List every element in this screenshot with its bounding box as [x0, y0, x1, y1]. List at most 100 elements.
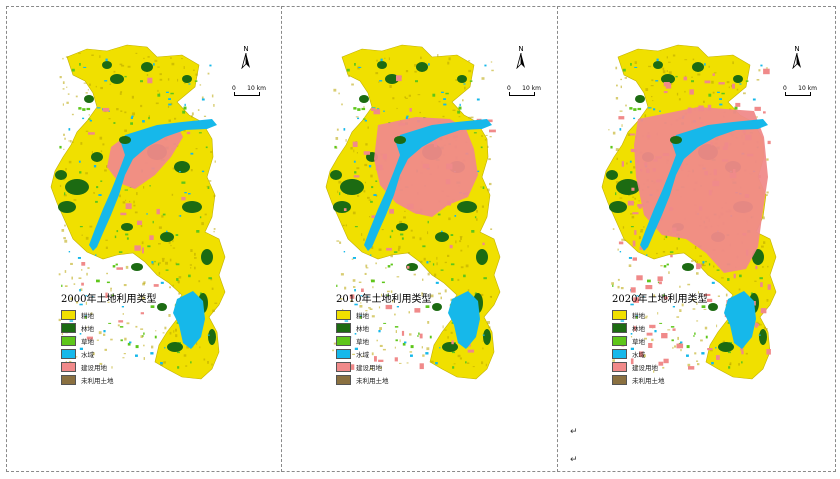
built-up-patch	[422, 163, 430, 169]
built-up-patch	[630, 148, 637, 153]
grassland-patch	[86, 107, 91, 111]
water-patch	[719, 103, 723, 106]
legend: 2020年土地利用类型 耕地 林地 草地 水域 建设用地 未利用土地	[612, 290, 707, 386]
cropland-texture	[703, 100, 705, 103]
built-up-patch	[137, 220, 143, 225]
water-patch	[151, 261, 154, 264]
cropland-texture	[185, 365, 188, 367]
cropland-texture	[340, 298, 343, 300]
water-patch	[179, 171, 181, 173]
cropland-texture	[199, 346, 201, 349]
cropland-texture	[677, 336, 679, 340]
water-patch	[79, 289, 81, 292]
grassland-patch	[346, 68, 350, 72]
cropland-texture	[729, 363, 731, 366]
cropland-texture	[696, 272, 699, 275]
cropland-texture	[490, 228, 493, 230]
cropland-texture	[476, 210, 478, 213]
cropland-texture	[381, 293, 383, 297]
cropland-texture	[100, 150, 103, 153]
built-up-patch	[630, 358, 634, 365]
legend-item-water: 水域	[336, 347, 431, 360]
grassland-patch	[482, 186, 485, 189]
water-patch	[739, 83, 742, 85]
grassland-patch	[64, 192, 66, 196]
grassland-patch	[336, 284, 338, 287]
cropland-texture	[119, 92, 122, 95]
cropland-texture	[197, 109, 200, 111]
grassland-patch	[140, 80, 143, 83]
cropland-texture	[364, 181, 366, 184]
grassland-patch	[95, 200, 98, 203]
grassland-patch	[386, 294, 389, 296]
water-patch	[368, 165, 372, 168]
cropland-texture	[73, 199, 77, 201]
grassland-patch	[120, 339, 123, 342]
cropland-texture	[81, 269, 83, 271]
grassland-patch	[637, 107, 642, 111]
forest-patch	[616, 179, 640, 195]
cropland-texture	[189, 264, 192, 266]
grassland-patch	[622, 68, 626, 72]
cropland-texture	[472, 366, 475, 368]
water-patch	[166, 91, 169, 93]
built-up-patch	[688, 366, 695, 370]
cropland-texture	[337, 190, 339, 194]
grassland-patch	[361, 107, 366, 111]
cropland-texture	[684, 75, 687, 77]
cropland-texture	[708, 65, 710, 68]
legend-item-grassland: 草地	[61, 334, 156, 347]
cropland-texture	[644, 337, 647, 340]
grassland-patch	[630, 226, 634, 228]
cropland-texture	[159, 92, 160, 94]
grassland-patch	[721, 92, 725, 95]
cropland-texture	[360, 302, 362, 304]
legend-label: 水域	[81, 350, 94, 359]
cropland-texture	[676, 316, 680, 318]
cropland-texture	[694, 259, 697, 263]
cropland-texture	[158, 271, 161, 275]
cropland-texture	[699, 255, 702, 257]
cropland-texture	[382, 348, 386, 351]
cropland-texture	[356, 152, 358, 154]
yangtze-river	[89, 119, 217, 251]
water-patch	[92, 296, 94, 298]
forest-patch	[84, 95, 94, 103]
cropland-texture	[634, 197, 636, 200]
grassland-patch	[633, 108, 637, 111]
built-up-patch	[712, 73, 715, 76]
cropland-texture	[106, 165, 109, 168]
cropland-texture	[92, 352, 95, 356]
forest-patch	[396, 223, 408, 231]
forest-patch	[435, 232, 449, 242]
cropland-texture	[121, 64, 125, 67]
cropland-texture	[195, 73, 198, 76]
cropland-texture	[421, 293, 423, 297]
built-up-patch	[375, 164, 383, 171]
built-up-patch	[349, 294, 355, 299]
cropland-texture	[666, 70, 668, 72]
grassland-patch	[745, 80, 749, 82]
cropland-texture	[212, 309, 215, 312]
cropland-texture	[396, 276, 400, 278]
water-patch	[357, 117, 360, 120]
cropland-texture	[663, 238, 665, 240]
cropland-texture	[651, 79, 654, 82]
grassland-patch	[705, 260, 707, 263]
cropland-texture	[427, 231, 429, 235]
grassland-patch	[183, 106, 187, 110]
cropland-texture	[444, 289, 447, 293]
cropland-texture	[138, 296, 141, 299]
north-arrow-icon: N	[510, 45, 532, 71]
grassland-patch	[96, 279, 100, 283]
cropland-texture	[371, 315, 375, 318]
cropland-texture	[767, 265, 769, 268]
forest-patch	[718, 342, 734, 352]
forest-patch	[606, 170, 618, 180]
cropland-texture	[213, 228, 216, 230]
cropland-texture	[698, 291, 699, 294]
cropland-texture	[664, 235, 666, 238]
built-up-patch	[756, 323, 760, 327]
cropland-texture	[444, 329, 447, 331]
grassland-patch	[119, 326, 124, 328]
